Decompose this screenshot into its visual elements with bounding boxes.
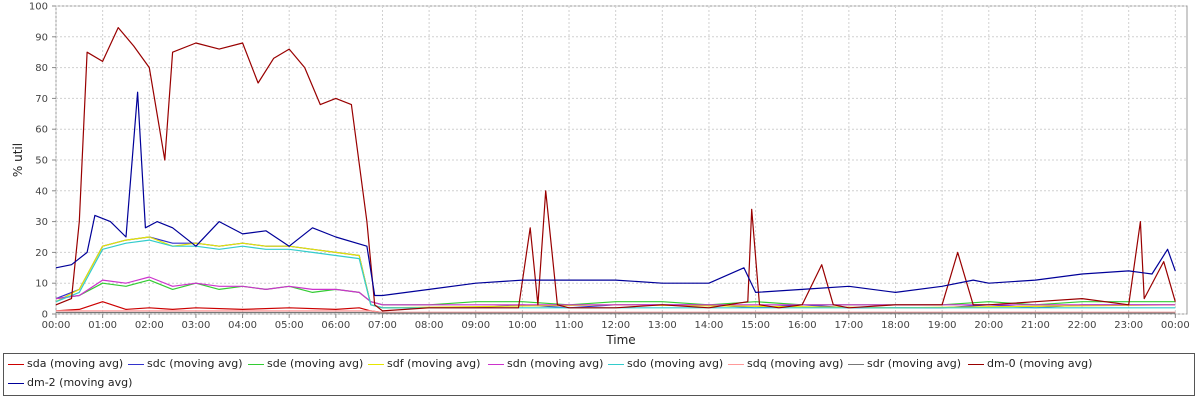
x-tick-label: 07:00 xyxy=(368,320,397,331)
x-axis-ticks: 00:00 01:00 02:00 03:00 04:00 05:00 06:00 07:00… xyxy=(42,314,1190,331)
x-tick-label: 15:00 xyxy=(741,320,770,331)
x-tick-label: 16:00 xyxy=(788,320,817,331)
x-tick-label: 08:00 xyxy=(415,320,444,331)
x-tick-label: 23:00 xyxy=(1114,320,1143,331)
legend-item-sdr: sdr (moving avg) xyxy=(848,356,961,372)
x-tick-label: 20:00 xyxy=(974,320,1003,331)
x-tick-label: 03:00 xyxy=(182,320,211,331)
x-tick-label: 05:00 xyxy=(275,320,304,331)
series-line-dm-0 xyxy=(55,27,1176,312)
x-tick-label: 00:00 xyxy=(42,320,71,331)
y-tick-label: 90 xyxy=(35,32,48,43)
x-tick-label: 19:00 xyxy=(928,320,957,331)
legend-swatch xyxy=(488,363,504,365)
legend-label: sdf (moving avg) xyxy=(387,357,481,370)
x-axis-title: Time xyxy=(605,333,635,347)
line-chart: 0 10 20 30 40 50 60 70 80 90 100 00:00 01:00 02:00 03… xyxy=(11,2,1190,348)
legend-swatch xyxy=(248,363,264,365)
legend-item-sde: sde (moving avg) xyxy=(248,356,363,372)
y-tick-label: 60 xyxy=(35,125,48,136)
y-tick-label: 20 xyxy=(35,248,48,259)
legend-item-sdq: sdq (moving avg) xyxy=(728,356,843,372)
legend-swatch xyxy=(128,363,144,365)
legend-label: sdn (moving avg) xyxy=(507,357,604,370)
x-tick-label: 00:00 xyxy=(1161,320,1190,331)
legend-label: dm-2 (moving avg) xyxy=(27,376,133,389)
legend-label: sdr (moving avg) xyxy=(867,357,962,370)
legend-item-sdo: sdo (moving avg) xyxy=(608,356,723,372)
legend-label: sda (moving avg) xyxy=(27,357,124,370)
y-tick-label: 0 xyxy=(42,310,48,321)
x-tick-label: 10:00 xyxy=(508,320,537,331)
legend-swatch xyxy=(968,363,984,365)
y-tick-label: 50 xyxy=(35,156,48,167)
series-line-sdo xyxy=(55,239,1176,309)
legend-swatch xyxy=(8,382,24,384)
y-axis-ticks: 0 10 20 30 40 50 60 70 80 90 100 xyxy=(29,2,56,321)
legend-swatch xyxy=(368,363,384,365)
x-tick-label: 21:00 xyxy=(1021,320,1050,331)
gridlines xyxy=(55,5,1187,315)
x-tick-label: 11:00 xyxy=(555,320,584,331)
legend-swatch xyxy=(848,363,864,365)
x-tick-label: 04:00 xyxy=(228,320,257,331)
legend-label: sdc (moving avg) xyxy=(147,357,243,370)
series-line-dm-2 xyxy=(55,91,1176,297)
x-tick-label: 02:00 xyxy=(135,320,164,331)
x-tick-label: 01:00 xyxy=(88,320,117,331)
y-tick-label: 40 xyxy=(35,186,48,197)
legend-item-sdn: sdn (moving avg) xyxy=(488,356,603,372)
legend-item-sdc: sdc (moving avg) xyxy=(128,356,243,372)
legend: sda (moving avg) sdc (moving avg) sde (mov… xyxy=(3,353,1195,396)
y-tick-label: 70 xyxy=(35,94,48,105)
legend-label: sdq (moving avg) xyxy=(747,357,844,370)
x-tick-label: 14:00 xyxy=(695,320,724,331)
x-tick-label: 18:00 xyxy=(881,320,910,331)
legend-label: dm-0 (moving avg) xyxy=(987,357,1093,370)
legend-item-dm-2: dm-2 (moving avg) xyxy=(8,375,132,391)
legend-swatch xyxy=(8,363,24,365)
legend-swatch xyxy=(728,363,744,365)
y-tick-label: 100 xyxy=(29,2,48,13)
x-tick-label: 13:00 xyxy=(648,320,677,331)
legend-item-dm-0: dm-0 (moving avg) xyxy=(968,356,1092,372)
x-tick-label: 09:00 xyxy=(461,320,490,331)
x-tick-label: 12:00 xyxy=(601,320,630,331)
legend-label: sde (moving avg) xyxy=(267,357,364,370)
legend-swatch xyxy=(608,363,624,365)
legend-item-sda: sda (moving avg) xyxy=(8,356,123,372)
y-tick-label: 10 xyxy=(35,279,48,290)
series-lines xyxy=(55,27,1176,314)
series-line-sdn xyxy=(55,276,1176,306)
x-tick-label: 06:00 xyxy=(321,320,350,331)
legend-item-sdf: sdf (moving avg) xyxy=(368,356,480,372)
y-axis-title: % util xyxy=(11,143,25,177)
series-line-sdr xyxy=(56,311,1176,314)
y-tick-label: 80 xyxy=(35,63,48,74)
y-tick-label: 30 xyxy=(35,217,48,228)
x-tick-label: 22:00 xyxy=(1068,320,1097,331)
x-tick-label: 17:00 xyxy=(834,320,863,331)
legend-label: sdo (moving avg) xyxy=(627,357,724,370)
